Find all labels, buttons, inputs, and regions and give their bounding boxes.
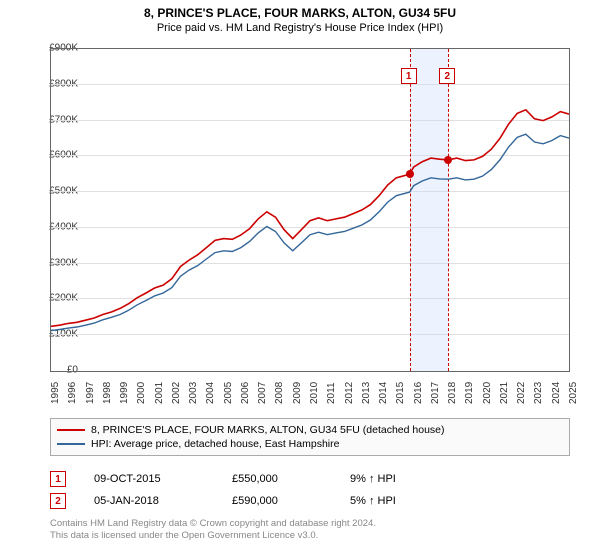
xtick-label: 1997 xyxy=(85,382,96,404)
xtick-label: 1995 xyxy=(50,382,61,404)
xtick-label: 2000 xyxy=(136,382,147,404)
xtick-label: 2019 xyxy=(464,382,475,404)
xtick-label: 2010 xyxy=(309,382,320,404)
sales-row-price: £590,000 xyxy=(232,495,322,507)
xtick-label: 2007 xyxy=(257,382,268,404)
sale-marker-label: 1 xyxy=(401,68,417,84)
sales-table-row: 2 05-JAN-2018 £590,000 5% ↑ HPI xyxy=(50,490,396,512)
xtick-label: 1996 xyxy=(67,382,78,404)
xtick-label: 2003 xyxy=(188,382,199,404)
legend-swatch xyxy=(57,429,85,431)
xtick-label: 2021 xyxy=(499,382,510,404)
xtick-label: 2022 xyxy=(516,382,527,404)
xtick-label: 2016 xyxy=(413,382,424,404)
sale-point-dot xyxy=(444,156,452,164)
xtick-label: 1999 xyxy=(119,382,130,404)
chart-container: 8, PRINCE'S PLACE, FOUR MARKS, ALTON, GU… xyxy=(0,0,600,560)
sale-marker-label: 2 xyxy=(439,68,455,84)
legend-item: 8, PRINCE'S PLACE, FOUR MARKS, ALTON, GU… xyxy=(57,423,563,437)
series-hpi xyxy=(51,134,569,330)
legend-item: HPI: Average price, detached house, East… xyxy=(57,437,563,451)
sales-table-row: 1 09-OCT-2015 £550,000 9% ↑ HPI xyxy=(50,468,396,490)
chart-subtitle: Price paid vs. HM Land Registry's House … xyxy=(0,20,600,38)
xtick-label: 2001 xyxy=(154,382,165,404)
line-series-svg xyxy=(51,49,569,371)
xtick-label: 2015 xyxy=(395,382,406,404)
legend-text: 8, PRINCE'S PLACE, FOUR MARKS, ALTON, GU… xyxy=(91,424,445,436)
xtick-label: 2006 xyxy=(240,382,251,404)
sales-table: 1 09-OCT-2015 £550,000 9% ↑ HPI 2 05-JAN-2018… xyxy=(50,468,396,512)
xtick-label: 2011 xyxy=(326,382,337,404)
xtick-label: 2005 xyxy=(223,382,234,404)
xtick-label: 2008 xyxy=(274,382,285,404)
sales-row-price: £550,000 xyxy=(232,473,322,485)
xtick-label: 1998 xyxy=(102,382,113,404)
xtick-label: 2009 xyxy=(292,382,303,404)
xtick-label: 2025 xyxy=(568,382,579,404)
sales-row-date: 09-OCT-2015 xyxy=(94,473,204,485)
license-line2: This data is licensed under the Open Gov… xyxy=(50,530,376,542)
xtick-label: 2020 xyxy=(482,382,493,404)
license-line1: Contains HM Land Registry data © Crown c… xyxy=(50,518,376,530)
legend-text: HPI: Average price, detached house, East… xyxy=(91,438,339,450)
plot-area xyxy=(50,48,570,372)
xtick-label: 2017 xyxy=(430,382,441,404)
sale-point-dot xyxy=(406,170,414,178)
sales-row-marker: 1 xyxy=(50,471,66,487)
xtick-label: 2004 xyxy=(205,382,216,404)
xtick-label: 2012 xyxy=(344,382,355,404)
xtick-label: 2024 xyxy=(551,382,562,404)
xtick-label: 2023 xyxy=(533,382,544,404)
xtick-label: 2013 xyxy=(361,382,372,404)
legend-swatch xyxy=(57,443,85,445)
sales-row-marker: 2 xyxy=(50,493,66,509)
xtick-label: 2018 xyxy=(447,382,458,404)
legend-box: 8, PRINCE'S PLACE, FOUR MARKS, ALTON, GU… xyxy=(50,418,570,456)
sales-row-delta: 5% ↑ HPI xyxy=(350,495,396,507)
license-text: Contains HM Land Registry data © Crown c… xyxy=(50,518,376,543)
chart-title: 8, PRINCE'S PLACE, FOUR MARKS, ALTON, GU… xyxy=(0,0,600,20)
sales-row-delta: 9% ↑ HPI xyxy=(350,473,396,485)
xtick-label: 2014 xyxy=(378,382,389,404)
xtick-label: 2002 xyxy=(171,382,182,404)
sales-row-date: 05-JAN-2018 xyxy=(94,495,204,507)
series-property xyxy=(51,110,569,326)
